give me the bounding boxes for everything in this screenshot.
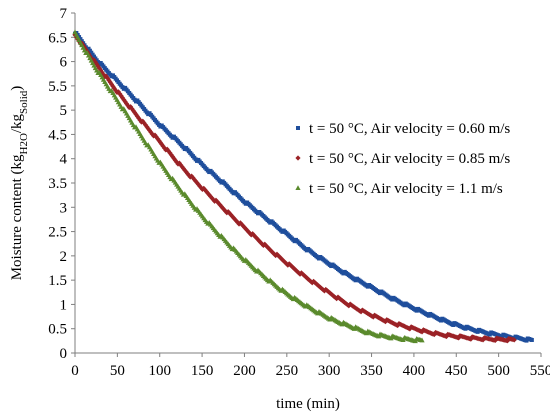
data-point bbox=[487, 332, 492, 337]
data-point bbox=[268, 248, 275, 254]
plot-area: 0 0.5 1 1.5 2 2.5 3 3.5 4 4.5 5 5.5 6 6.5 7 0 50 100 150 2… bbox=[48, 6, 550, 379]
data-point bbox=[407, 326, 413, 332]
data-point bbox=[73, 34, 79, 40]
data-point bbox=[287, 262, 294, 268]
data-point bbox=[500, 334, 505, 339]
data-point bbox=[283, 261, 290, 267]
data-point bbox=[300, 271, 306, 277]
series-square bbox=[73, 30, 534, 343]
data-point bbox=[255, 237, 261, 243]
y-tick-label: 6 bbox=[60, 55, 68, 71]
legend-marker bbox=[296, 126, 300, 130]
y-tick-label: 5.5 bbox=[48, 79, 67, 95]
y-tick-label: 6.5 bbox=[48, 30, 67, 46]
y-tick-label: 2 bbox=[60, 249, 68, 265]
y-tick-label: 4.5 bbox=[48, 127, 67, 143]
data-point bbox=[456, 335, 462, 341]
data-point bbox=[443, 333, 450, 340]
legend-marker bbox=[295, 185, 301, 190]
y-axis-ticks: 0 0.5 1 1.5 2 2.5 3 3.5 4 4.5 5 5.5 6 6.5 7 bbox=[48, 6, 75, 362]
data-point bbox=[83, 46, 89, 53]
x-axis-ticks: 0 50 100 150 200 250 300 350 400 450 500 550 bbox=[71, 353, 550, 379]
data-point bbox=[77, 35, 82, 40]
y-tick-label: 5 bbox=[60, 103, 68, 119]
x-tick-label: 0 bbox=[71, 363, 79, 379]
x-tick-label: 50 bbox=[110, 363, 125, 379]
x-tick-label: 150 bbox=[191, 363, 214, 379]
data-point bbox=[263, 243, 269, 249]
legend: t = 50 °C, Air velocity = 0.60 m/s t = 50… bbox=[295, 121, 510, 197]
x-tick-label: 450 bbox=[445, 363, 468, 379]
y-tick-label: 3.5 bbox=[48, 176, 67, 192]
data-point bbox=[524, 338, 529, 343]
data-point bbox=[419, 337, 425, 343]
data-point bbox=[274, 251, 280, 257]
data-point bbox=[529, 337, 534, 342]
data-point bbox=[256, 238, 262, 244]
legend-label: t = 50 °C, Air velocity = 0.85 m/s bbox=[309, 151, 510, 167]
data-point bbox=[127, 104, 134, 110]
data-point bbox=[137, 117, 143, 123]
data-point bbox=[480, 337, 486, 343]
series-triangle bbox=[72, 29, 425, 344]
data-point bbox=[285, 262, 291, 268]
data-point bbox=[262, 241, 268, 247]
y-title-text: /kg bbox=[9, 113, 25, 133]
data-point bbox=[266, 245, 272, 252]
data-point bbox=[321, 288, 328, 294]
data-point bbox=[511, 337, 517, 343]
legend-marker bbox=[295, 155, 301, 161]
data-point bbox=[267, 247, 273, 253]
y-axis-title: Moisture content (kgH2O/kgSolid) bbox=[9, 86, 30, 281]
data-point bbox=[142, 122, 149, 128]
y-tick-label: 3 bbox=[60, 200, 68, 216]
x-tick-label: 100 bbox=[148, 363, 171, 379]
data-point bbox=[309, 280, 315, 286]
x-axis-title: time (min) bbox=[276, 396, 340, 412]
data-point bbox=[277, 254, 283, 260]
legend-label: t = 50 °C, Air velocity = 0.60 m/s bbox=[309, 121, 510, 137]
y-tick-label: 4 bbox=[60, 152, 68, 168]
data-point bbox=[475, 329, 480, 334]
legend-item: t = 50 °C, Air velocity = 1.1 m/s bbox=[295, 181, 503, 197]
data-point bbox=[395, 322, 401, 329]
x-tick-label: 200 bbox=[233, 363, 256, 379]
y-title-text: Moisture content (kg bbox=[9, 154, 25, 280]
data-point bbox=[81, 44, 88, 51]
data-point bbox=[289, 263, 295, 270]
y-tick-label: 0 bbox=[60, 346, 68, 362]
y-tick-label: 7 bbox=[60, 6, 68, 22]
x-tick-label: 300 bbox=[318, 363, 341, 379]
y-tick-label: 2.5 bbox=[48, 225, 67, 241]
y-tick-label: 0.5 bbox=[48, 322, 67, 338]
data-point bbox=[358, 309, 364, 315]
y-title-subscript: H2O bbox=[18, 133, 30, 154]
legend-label: t = 50 °C, Air velocity = 1.1 m/s bbox=[309, 181, 503, 197]
data-point bbox=[140, 118, 146, 124]
y-tick-label: 1 bbox=[60, 297, 68, 313]
y-title-subscript: Solid bbox=[18, 90, 30, 114]
y-tick-label: 1.5 bbox=[48, 273, 67, 289]
x-tick-label: 250 bbox=[276, 363, 299, 379]
y-title-text: ) bbox=[9, 86, 25, 91]
data-point bbox=[258, 239, 264, 246]
data-point bbox=[78, 37, 83, 42]
legend-item: t = 50 °C, Air velocity = 0.60 m/s bbox=[296, 121, 510, 137]
data-point bbox=[271, 251, 277, 257]
data-point bbox=[282, 259, 288, 266]
x-tick-label: 550 bbox=[530, 363, 550, 379]
data-point bbox=[132, 109, 138, 116]
x-tick-label: 400 bbox=[403, 363, 426, 379]
x-tick-label: 500 bbox=[487, 363, 510, 379]
legend-item: t = 50 °C, Air velocity = 0.85 m/s bbox=[295, 151, 510, 167]
data-point bbox=[279, 257, 286, 263]
series-layer bbox=[72, 29, 534, 344]
x-tick-label: 350 bbox=[360, 363, 383, 379]
data-point bbox=[252, 234, 258, 240]
data-point bbox=[294, 269, 300, 275]
